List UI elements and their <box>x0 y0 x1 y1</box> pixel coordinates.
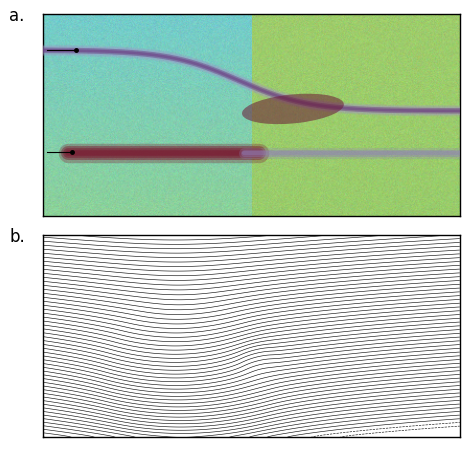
Ellipse shape <box>242 94 344 124</box>
Text: b.: b. <box>9 228 25 246</box>
Text: a.: a. <box>9 8 25 25</box>
